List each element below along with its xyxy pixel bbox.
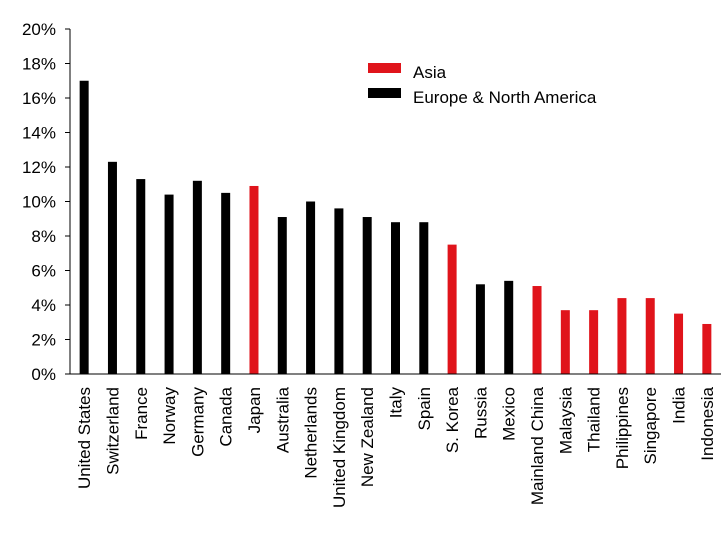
- bar-india: [674, 313, 684, 374]
- bars: [79, 80, 712, 374]
- bar-russia: [475, 284, 485, 374]
- bar-mainland-china: [532, 286, 542, 374]
- x-tick-label: Indonesia: [698, 386, 717, 460]
- x-tick-label: Australia: [273, 386, 292, 453]
- x-tick-label: Germany: [188, 387, 207, 457]
- y-tick-label: 4%: [31, 296, 56, 315]
- x-tick-label: Russia: [471, 386, 490, 439]
- bar-philippines: [617, 298, 627, 374]
- y-tick-label: 2%: [31, 331, 56, 350]
- y-tick-label: 16%: [22, 89, 56, 108]
- x-tick-label: Japan: [245, 387, 264, 433]
- x-tick-label: New Zealand: [358, 387, 377, 487]
- bar-united-kingdom: [334, 208, 344, 374]
- bar-new-zealand: [362, 217, 372, 374]
- bar-netherlands: [306, 201, 316, 374]
- x-tick-label: Singapore: [641, 387, 660, 465]
- x-tick-label: Malaysia: [556, 386, 575, 454]
- x-tick-label: Italy: [387, 387, 406, 419]
- bar-mexico: [504, 280, 514, 374]
- bar-france: [136, 179, 146, 374]
- legend-swatch-europe-north-america: [368, 88, 401, 98]
- x-tick-label: India: [670, 386, 689, 423]
- legend-swatch-asia: [368, 63, 401, 73]
- y-tick-label: 14%: [22, 124, 56, 143]
- bar-indonesia: [702, 323, 712, 374]
- y-tick-label: 0%: [31, 365, 56, 384]
- bar-singapore: [645, 298, 655, 374]
- bar-switzerland: [107, 161, 117, 374]
- x-tick-label: France: [132, 387, 151, 440]
- x-tick-label: United States: [75, 387, 94, 489]
- x-tick-label: Netherlands: [302, 387, 321, 479]
- x-axis: United States Switzerland France Norway Germ…: [70, 373, 721, 508]
- x-tick-label: Canada: [217, 386, 236, 446]
- bar-spain: [419, 222, 429, 374]
- legend-label-europe-north-america: Europe & North America: [413, 88, 597, 107]
- x-tick-label: Mainland China: [528, 386, 547, 505]
- bar-canada: [221, 192, 231, 374]
- bar-australia: [277, 217, 287, 374]
- y-tick-label: 20%: [22, 20, 56, 39]
- y-tick-label: 10%: [22, 193, 56, 212]
- y-tick-label: 6%: [31, 262, 56, 281]
- legend-label-asia: Asia: [413, 63, 447, 82]
- y-tick-label: 18%: [22, 55, 56, 74]
- x-tick-label: Thailand: [585, 387, 604, 452]
- bar-thailand: [589, 310, 599, 374]
- legend: Asia Europe & North America: [368, 63, 597, 107]
- x-tick-label: Norway: [160, 387, 179, 445]
- x-tick-label: Switzerland: [103, 387, 122, 475]
- x-tick-label: Spain: [415, 387, 434, 430]
- x-tick-label: Mexico: [500, 387, 519, 441]
- x-tick-label: Philippines: [613, 387, 632, 469]
- y-axis: 0% 2% 4% 6% 8% 10% 12% 14% 16% 18% 20%: [22, 20, 71, 384]
- x-tick-label: United Kingdom: [330, 387, 349, 508]
- bar-japan: [249, 185, 259, 374]
- bar-germany: [192, 180, 202, 374]
- y-tick-label: 12%: [22, 158, 56, 177]
- bar-italy: [391, 222, 400, 374]
- bar-norway: [164, 194, 174, 374]
- bar-malaysia: [560, 310, 570, 374]
- bar-s-korea: [447, 244, 457, 374]
- x-tick-label: S. Korea: [443, 386, 462, 453]
- bar-united-states: [79, 80, 89, 374]
- y-tick-label: 8%: [31, 227, 56, 246]
